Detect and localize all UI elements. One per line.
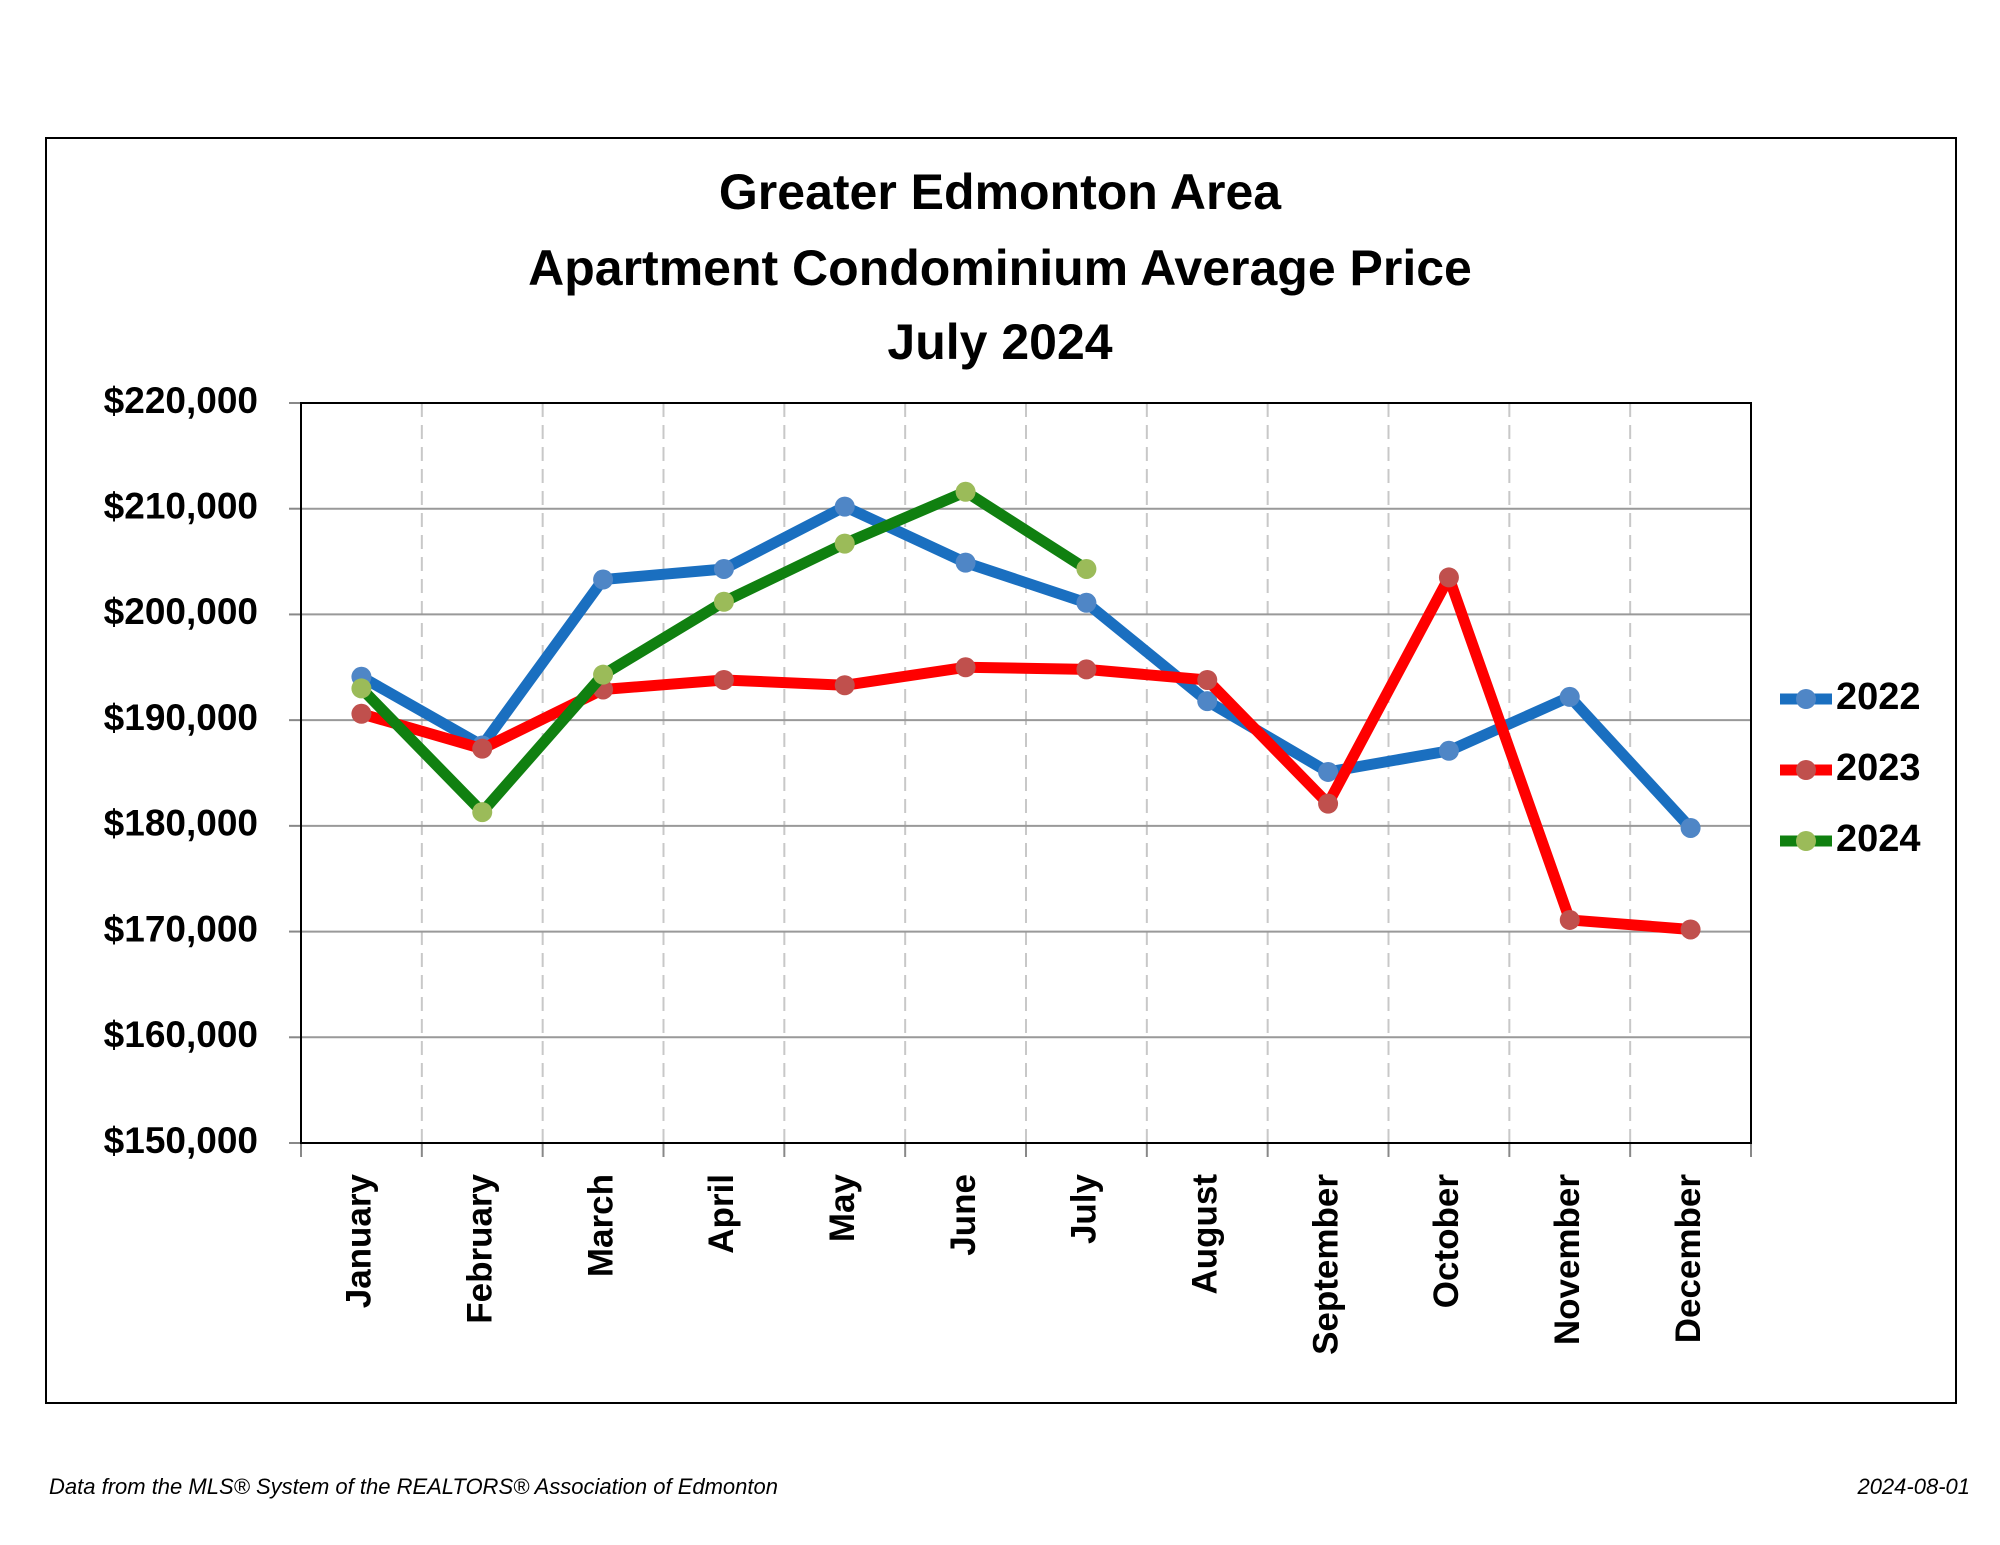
- data-point: [472, 738, 493, 759]
- y-tick-label: $220,000: [104, 380, 258, 421]
- legend-label: 2023: [1836, 747, 1921, 789]
- data-point: [1197, 669, 1218, 690]
- x-tick-label: September: [1306, 1174, 1345, 1355]
- y-tick-label: $150,000: [104, 1120, 258, 1161]
- data-point: [472, 802, 493, 823]
- legend-marker: [1796, 689, 1816, 709]
- x-tick-label: October: [1427, 1174, 1466, 1309]
- data-point: [1438, 740, 1459, 761]
- x-tick-label: April: [702, 1174, 741, 1254]
- data-point: [1076, 592, 1097, 613]
- x-tick-label: July: [1065, 1173, 1104, 1244]
- data-point: [593, 664, 614, 685]
- data-point: [834, 533, 855, 554]
- chart-title: Greater Edmonton Area: [719, 164, 1282, 220]
- x-tick-label: August: [1186, 1174, 1225, 1295]
- data-point: [1680, 919, 1701, 940]
- data-point: [834, 675, 855, 696]
- data-point: [1438, 567, 1459, 588]
- data-point: [955, 552, 976, 573]
- x-tick-label: May: [823, 1173, 862, 1242]
- series-line: [357, 486, 1090, 818]
- chart-title: July 2024: [887, 314, 1112, 370]
- y-tick-label: $170,000: [104, 908, 258, 949]
- x-tick-label: June: [944, 1174, 983, 1256]
- x-tick-label: February: [461, 1173, 500, 1323]
- plot-area: [300, 402, 1752, 1144]
- data-point: [955, 481, 976, 502]
- frame: [45, 137, 1957, 1404]
- data-point: [593, 569, 614, 590]
- data-point: [1680, 817, 1701, 838]
- data-point: [713, 591, 734, 612]
- y-tick-label: $160,000: [104, 1014, 258, 1055]
- data-point: [1559, 909, 1580, 930]
- legend-label: 2024: [1836, 818, 1921, 860]
- data-point: [1318, 793, 1339, 814]
- x-tick-label: March: [581, 1174, 620, 1277]
- y-tick-label: $180,000: [104, 803, 258, 844]
- data-point: [955, 657, 976, 678]
- data-point: [351, 678, 372, 699]
- x-tick-label: November: [1548, 1174, 1587, 1346]
- chart-title: Apartment Condominium Average Price: [528, 240, 1472, 296]
- series-line: [358, 501, 1695, 832]
- data-point: [713, 558, 734, 579]
- y-tick-label: $190,000: [104, 697, 258, 738]
- y-tick-label: $210,000: [104, 485, 258, 526]
- source-note: Data from the MLS® System of the REALTOR…: [49, 1474, 778, 1499]
- data-point: [1559, 686, 1580, 707]
- x-tick-label: January: [340, 1173, 379, 1308]
- data-point: [1318, 761, 1339, 782]
- legend-label: 2022: [1836, 676, 1921, 718]
- data-point: [713, 669, 734, 690]
- y-tick-label: $200,000: [104, 591, 258, 632]
- data-point: [1197, 691, 1218, 712]
- date-note: 2024-08-01: [1856, 1474, 1970, 1499]
- data-point: [1076, 659, 1097, 680]
- legend-marker: [1796, 760, 1816, 780]
- x-tick-label: December: [1669, 1174, 1708, 1344]
- legend-marker: [1796, 831, 1816, 851]
- data-point: [1076, 558, 1097, 579]
- data-point: [351, 703, 372, 724]
- data-point: [834, 496, 855, 517]
